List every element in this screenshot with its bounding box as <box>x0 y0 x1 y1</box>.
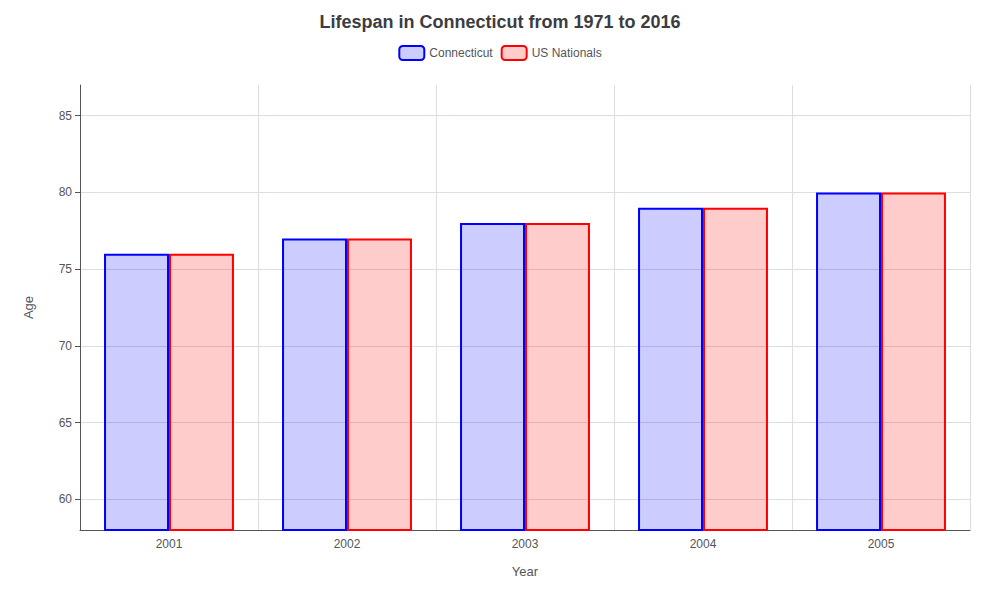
svg-text:2005: 2005 <box>868 537 895 551</box>
svg-text:60: 60 <box>59 492 73 506</box>
svg-text:65: 65 <box>59 416 73 430</box>
svg-text:Lifespan in Connecticut from 1: Lifespan in Connecticut from 1971 to 201… <box>319 12 680 32</box>
svg-text:70: 70 <box>59 339 73 353</box>
svg-text:75: 75 <box>59 262 73 276</box>
svg-text:2001: 2001 <box>156 537 183 551</box>
svg-text:2004: 2004 <box>690 537 717 551</box>
svg-text:Year: Year <box>512 564 539 579</box>
svg-text:US Nationals: US Nationals <box>532 46 602 60</box>
svg-text:80: 80 <box>59 185 73 199</box>
svg-text:Age: Age <box>21 296 36 319</box>
svg-text:Connecticut: Connecticut <box>429 46 493 60</box>
svg-text:2003: 2003 <box>512 537 539 551</box>
svg-text:2002: 2002 <box>334 537 361 551</box>
svg-text:85: 85 <box>59 109 73 123</box>
